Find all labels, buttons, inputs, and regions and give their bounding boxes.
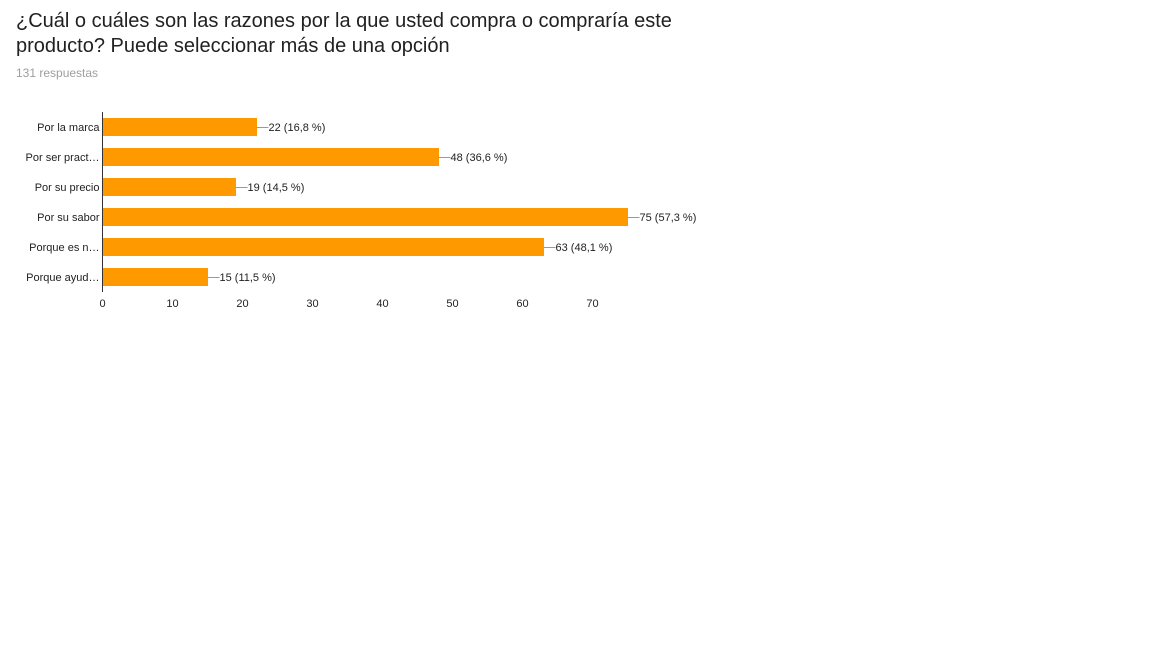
bar[interactable] [103,268,208,286]
data-label: 22 (16,8 %) [269,122,326,134]
x-ticks-group: 0 10 20 30 40 50 60 70 [99,298,598,310]
data-label: 63 (48,1 %) [556,242,613,254]
category-label: Por su sabor [37,212,100,224]
category-label: Porque ayud… [26,272,99,284]
bar[interactable] [103,178,236,196]
x-tick-label: 70 [586,298,598,310]
x-tick-label: 10 [166,298,178,310]
x-tick-label: 30 [306,298,318,310]
bar[interactable] [103,148,439,166]
bar[interactable] [103,238,544,256]
x-tick-label: 40 [376,298,388,310]
data-label: 75 (57,3 %) [640,212,697,224]
data-label: 48 (36,6 %) [451,152,508,164]
response-count: 131 respuestas [16,66,99,80]
x-tick-label: 60 [516,298,528,310]
question-title: ¿Cuál o cuáles son las razones por la qu… [16,10,672,57]
bar[interactable] [103,118,257,136]
bar[interactable] [103,208,628,226]
category-label: Porque es n… [29,242,99,254]
x-tick-label: 0 [99,298,105,310]
bar-chart: Por la marca 22 (16,8 %) Por ser pract… 48 … [26,112,697,310]
x-tick-label: 50 [446,298,458,310]
category-label: Por ser pract… [26,152,100,164]
category-label: Por su precio [35,182,100,194]
bars-group: Por la marca 22 (16,8 %) Por ser pract… 48 … [26,118,697,286]
data-label: 15 (11,5 %) [220,272,276,284]
category-label: Por la marca [37,122,100,134]
data-label: 19 (14,5 %) [248,182,305,194]
x-tick-label: 20 [236,298,248,310]
